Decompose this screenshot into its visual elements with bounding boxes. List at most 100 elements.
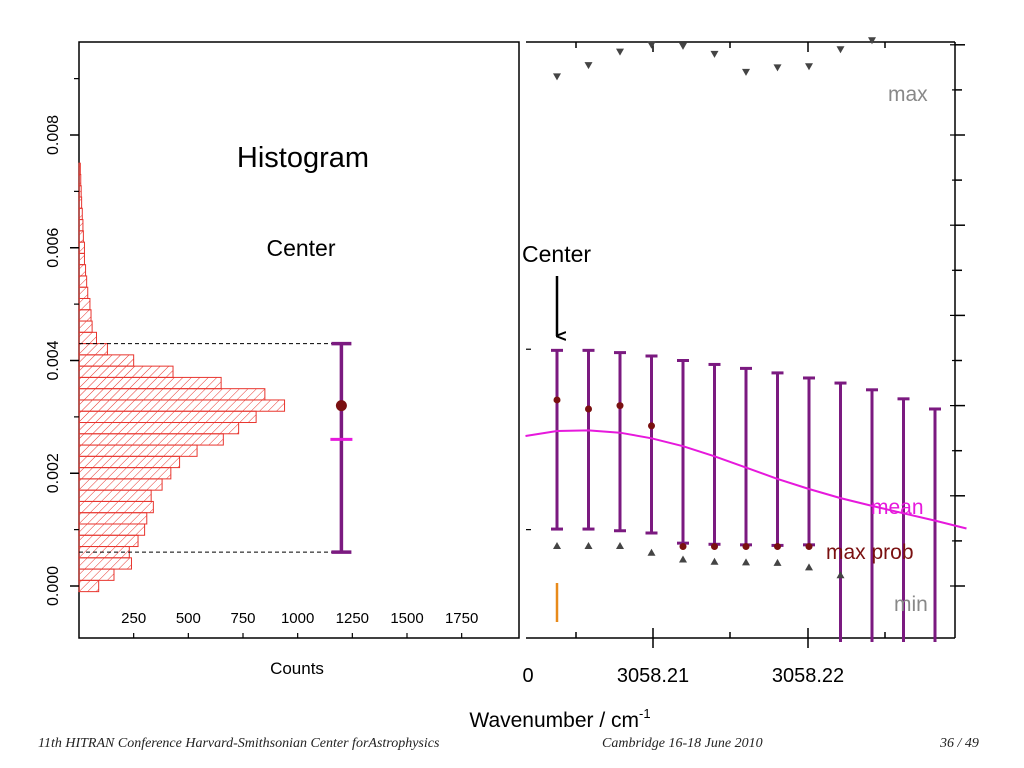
histogram-bar bbox=[78, 354, 135, 367]
histogram-bar bbox=[78, 444, 198, 457]
maxprob-point bbox=[585, 405, 592, 413]
main-ticks: 0 3058.21 3058.22 bbox=[522, 42, 965, 687]
histogram-bar bbox=[78, 500, 154, 514]
histogram-bar bbox=[78, 467, 172, 480]
main-x-tick-label: 3058.22 bbox=[772, 665, 844, 687]
histogram-bar bbox=[78, 275, 88, 288]
histogram-bar bbox=[78, 207, 83, 221]
maxprob-point bbox=[648, 422, 655, 430]
histogram-center-label: Center bbox=[266, 235, 335, 261]
histogram-bar bbox=[78, 331, 97, 345]
x-tick-label: 1250 bbox=[336, 610, 369, 627]
histogram-frame bbox=[78, 41, 520, 639]
max-marker bbox=[679, 42, 687, 50]
histogram-bar bbox=[78, 241, 85, 254]
histogram-bar bbox=[78, 489, 152, 502]
histogram-bar bbox=[78, 286, 89, 299]
histogram-bar bbox=[78, 557, 132, 570]
max-marker bbox=[616, 48, 624, 56]
histogram-title: Histogram bbox=[237, 142, 369, 174]
histogram-bar bbox=[78, 309, 92, 322]
maxprob-point bbox=[553, 396, 561, 404]
histogram-bar bbox=[78, 433, 224, 446]
histogram-bar bbox=[78, 376, 222, 390]
x-tick-label: 250 bbox=[121, 610, 146, 627]
min-marker bbox=[553, 541, 561, 549]
max-marker bbox=[836, 46, 845, 54]
histogram-bar bbox=[78, 399, 286, 412]
max-marker bbox=[805, 63, 813, 71]
histogram-bar bbox=[78, 512, 148, 525]
histogram-bar bbox=[78, 230, 84, 243]
histogram-bar bbox=[78, 478, 163, 491]
y-tick-label: 0.006 bbox=[45, 228, 62, 268]
histogram-bars bbox=[78, 162, 286, 593]
maxprob-point bbox=[805, 543, 813, 551]
histogram-bar bbox=[78, 534, 139, 548]
histogram-bar bbox=[78, 297, 91, 311]
histogram-ticks: 0.000 0.002 0.004 0.006 0.008 250 500 750 1000 12… bbox=[45, 78, 478, 638]
center-maxprob-point bbox=[335, 400, 347, 412]
min-marker bbox=[710, 557, 719, 565]
y-tick-label: 0.008 bbox=[45, 115, 62, 155]
histogram-bar bbox=[78, 173, 82, 187]
x-tick-label: 500 bbox=[176, 610, 201, 627]
maxprob-point bbox=[616, 402, 624, 410]
histogram-bar bbox=[78, 568, 115, 581]
histogram-bar bbox=[78, 219, 84, 232]
series-label-maxprob: max prob bbox=[826, 541, 914, 564]
histogram-bar bbox=[78, 185, 82, 198]
histogram-bar bbox=[78, 196, 83, 209]
histogram-bar bbox=[78, 422, 240, 435]
mean-curve bbox=[525, 429, 967, 530]
max-marker bbox=[742, 68, 750, 76]
main-center-label: Center bbox=[522, 241, 591, 267]
min-marker bbox=[742, 558, 750, 566]
x-tick-label: 1000 bbox=[281, 610, 314, 627]
series-label-min: min bbox=[894, 593, 928, 616]
histogram-xlabel: Counts bbox=[270, 659, 324, 678]
max-marker bbox=[553, 73, 561, 81]
histogram-bar bbox=[78, 320, 93, 333]
footer-page: 36 / 49 bbox=[940, 736, 979, 751]
maxprob-point bbox=[711, 543, 718, 551]
footer-location: Cambridge 16-18 June 2010 bbox=[602, 736, 763, 751]
max-marker bbox=[868, 37, 876, 45]
series-label-max: max bbox=[888, 83, 928, 106]
histogram-bar bbox=[78, 579, 100, 593]
x-tick-label: 750 bbox=[230, 610, 255, 627]
max-marker bbox=[773, 64, 782, 72]
maxprob-point bbox=[679, 543, 687, 551]
main-x-tick-label: 3058.21 bbox=[617, 665, 689, 687]
x-tick-label: 1500 bbox=[390, 610, 423, 627]
histogram-bar bbox=[78, 162, 81, 175]
main-xlabel: Wavenumber / cm-1 bbox=[469, 706, 650, 732]
main-xlabel-text: Wavenumber / cm bbox=[469, 709, 639, 732]
maxprob-point bbox=[774, 543, 781, 551]
histogram-overlay bbox=[79, 341, 353, 554]
y-tick-label: 0.002 bbox=[45, 453, 62, 493]
min-marker bbox=[836, 571, 845, 579]
series-label-mean: mean bbox=[871, 496, 924, 519]
histogram-bar bbox=[78, 388, 266, 401]
maxprob-point bbox=[742, 543, 750, 551]
y-tick-label: 0.004 bbox=[45, 340, 62, 380]
max-marker bbox=[647, 41, 656, 49]
min-marker bbox=[647, 548, 656, 556]
min-marker bbox=[805, 563, 813, 571]
max-marker bbox=[710, 50, 719, 58]
max-marker bbox=[584, 62, 593, 70]
histogram-bar bbox=[78, 455, 181, 469]
min-marker bbox=[679, 555, 687, 563]
y-tick-label: 0.000 bbox=[45, 566, 62, 606]
histogram-bar bbox=[78, 523, 146, 536]
min-marker bbox=[773, 558, 782, 566]
x-tick-label: 1750 bbox=[445, 610, 478, 627]
min-marker bbox=[616, 541, 624, 549]
footer-conference: 11th HITRAN Conference Harvard-Smithsoni… bbox=[38, 736, 440, 751]
histogram-bar bbox=[78, 365, 174, 378]
main-series bbox=[525, 37, 967, 642]
histogram-bar bbox=[78, 264, 87, 277]
min-marker bbox=[584, 541, 593, 549]
